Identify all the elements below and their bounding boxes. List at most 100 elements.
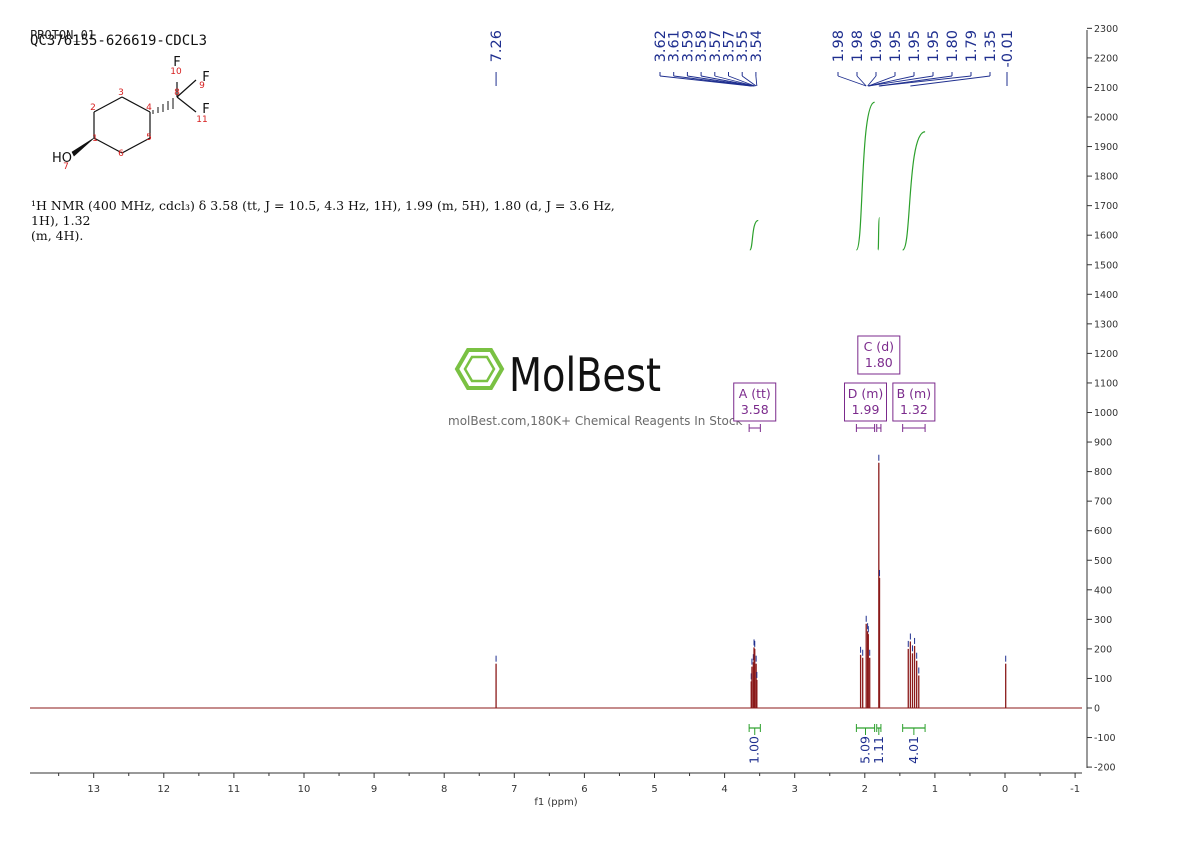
- y-tick-label: 1000: [1094, 408, 1118, 419]
- peak-label-leader: [868, 75, 896, 87]
- peak-shift-label: 1.95: [888, 30, 904, 62]
- atom-label-9: 9: [199, 81, 205, 91]
- y-tick-label: 1200: [1094, 349, 1118, 360]
- peak-label-leader: [856, 75, 867, 87]
- y-tick-label: 1600: [1094, 231, 1118, 242]
- x-tick-label: 6: [581, 784, 587, 795]
- peak-shift-label: 1.98: [850, 30, 866, 62]
- peak-shift-label: 1.79: [964, 30, 980, 62]
- nmr-description: ¹H NMR (400 MHz, cdcl₃) δ 3.58 (tt, J = …: [31, 198, 621, 243]
- x-tick-label: 12: [157, 784, 170, 795]
- atom-label-3: 3: [118, 88, 124, 98]
- integral-value: 1.00: [747, 736, 762, 764]
- peak-shift-label: 1.80: [945, 30, 961, 62]
- peak-label-leader: [755, 75, 758, 87]
- atom-label-10: 10: [170, 67, 182, 77]
- peak-shift-label: 1.95: [907, 30, 923, 62]
- peak-shift-label: 1.96: [869, 30, 885, 62]
- multiplet-name: A (tt): [739, 386, 771, 401]
- multiplet-shift: 1.99: [852, 402, 880, 417]
- x-tick-label: 2: [862, 784, 868, 795]
- y-tick-label: 300: [1094, 615, 1112, 626]
- peak-label-leader: [741, 75, 757, 87]
- molecule-structure: [71, 79, 197, 157]
- y-tick-label: 1500: [1094, 260, 1118, 271]
- multiplet-box: [857, 335, 901, 375]
- y-tick-label: 0: [1094, 704, 1100, 715]
- y-tick-label: 800: [1094, 467, 1112, 478]
- y-tick-label: 1300: [1094, 319, 1118, 330]
- y-tick-label: -200: [1094, 763, 1116, 774]
- multiplet-box: [892, 382, 936, 422]
- fluorine-symbol: F: [202, 70, 209, 85]
- integral-curve: [749, 219, 759, 251]
- atom-label-5: 5: [146, 133, 152, 143]
- y-tick-label: 1800: [1094, 172, 1118, 183]
- peak-shift-label: 3.54: [749, 30, 765, 62]
- x-tick-label: 7: [511, 784, 517, 795]
- multiplet-name: C (d): [864, 339, 894, 354]
- peak-label-leader: [701, 75, 755, 87]
- x-axis-title: f1 (ppm): [534, 797, 577, 808]
- peak-label-leader: [867, 75, 877, 87]
- y-tick-label: 100: [1094, 674, 1112, 685]
- nmr-description-line1: ¹H NMR (400 MHz, cdcl₃) δ 3.58 (tt, J = …: [31, 198, 615, 228]
- peak-shift-label: 1.95: [926, 30, 942, 62]
- multiplet-shift: 3.58: [741, 402, 769, 417]
- atom-label-6: 6: [118, 149, 124, 159]
- y-tick-label: 1400: [1094, 290, 1118, 301]
- peak-shift-label: 3.55: [735, 30, 751, 62]
- y-tick-label: 1700: [1094, 201, 1118, 212]
- atom-label-4: 4: [146, 103, 152, 113]
- peak-shift-label: 3.62: [653, 30, 669, 62]
- peak-label-leader: [673, 75, 752, 87]
- nmr-description-line2: (m, 4H).: [31, 228, 84, 243]
- x-tick-label: -1: [1070, 784, 1080, 795]
- x-tick-label: 9: [371, 784, 377, 795]
- fluorine-symbol: F: [202, 102, 209, 117]
- molbest-logo: MolBest: [454, 348, 661, 402]
- x-tick-label: 1: [932, 784, 938, 795]
- integral-value: 1.11: [871, 736, 886, 764]
- integral-curve: [855, 101, 875, 251]
- multiplet-shift: 1.80: [865, 355, 893, 370]
- y-tick-label: 1900: [1094, 142, 1118, 153]
- integral-value: 4.01: [906, 736, 921, 764]
- peak-label-leader: [868, 75, 915, 87]
- peak-label-leader: [714, 75, 755, 87]
- y-tick-label: 1100: [1094, 378, 1118, 389]
- spectrum-id-overlay: PROTON_01: [30, 28, 96, 42]
- peak-label-leader: [910, 75, 991, 87]
- peak-shift-label: 3.57: [722, 30, 738, 62]
- peak-shift-label: 1.35: [983, 30, 999, 62]
- atom-label-11: 11: [196, 115, 207, 125]
- atom-label-1: 1: [92, 134, 98, 144]
- peak-label-leader: [728, 75, 755, 87]
- peak-shift-label: 3.58: [694, 30, 710, 62]
- fluorine-symbol: F: [173, 55, 180, 70]
- solvent-peak-label: 7.26: [489, 30, 505, 62]
- integral-curve: [877, 216, 881, 251]
- multiplet-box: [844, 382, 888, 422]
- watermark-brand: MolBest: [509, 348, 661, 402]
- spectrum-title: QC376155-626619-CDCL3: [30, 33, 208, 49]
- y-tick-label: 700: [1094, 497, 1112, 508]
- peak-shift-label: 3.59: [680, 30, 696, 62]
- multiplet-name: D (m): [848, 386, 884, 401]
- y-tick-label: 2000: [1094, 113, 1118, 124]
- y-tick-label: 2300: [1094, 24, 1118, 35]
- y-tick-label: -100: [1094, 733, 1116, 744]
- atom-label-2: 2: [90, 103, 96, 113]
- x-tick-label: 10: [298, 784, 311, 795]
- atom-label-7: 7: [63, 162, 69, 172]
- x-tick-label: 8: [441, 784, 447, 795]
- integral-curve: [902, 131, 926, 251]
- x-tick-label: 4: [721, 784, 727, 795]
- peak-label-leader: [837, 75, 867, 87]
- tms-peak-label: -0.01: [1000, 30, 1016, 68]
- y-tick-label: 200: [1094, 644, 1112, 655]
- peak-label-leader: [868, 75, 934, 87]
- y-tick-label: 500: [1094, 556, 1112, 567]
- y-tick-label: 400: [1094, 585, 1112, 596]
